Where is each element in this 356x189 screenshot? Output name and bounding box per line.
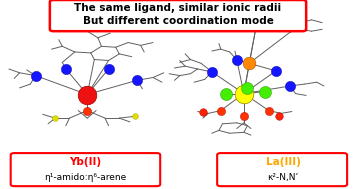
Point bbox=[234, 58, 240, 61]
Point bbox=[245, 86, 250, 89]
Point bbox=[223, 92, 229, 95]
FancyBboxPatch shape bbox=[50, 0, 306, 31]
FancyBboxPatch shape bbox=[217, 153, 347, 186]
Point bbox=[218, 109, 224, 112]
Text: η¹-amido:η⁶-arene: η¹-amido:η⁶-arene bbox=[44, 173, 127, 182]
Point bbox=[132, 115, 138, 118]
Text: Yb(II): Yb(II) bbox=[69, 157, 101, 167]
Point bbox=[287, 84, 293, 88]
Point bbox=[241, 115, 247, 118]
Point bbox=[253, 24, 259, 27]
Text: La(III): La(III) bbox=[266, 157, 300, 167]
Point bbox=[106, 67, 111, 70]
Point bbox=[241, 92, 247, 95]
Point bbox=[63, 67, 69, 70]
Point bbox=[52, 117, 58, 120]
Point bbox=[277, 115, 282, 118]
Point bbox=[266, 109, 272, 112]
Point bbox=[262, 90, 268, 93]
Point bbox=[273, 69, 279, 72]
Point bbox=[246, 62, 252, 65]
Text: The same ligand, similar ionic radii
But different coordination mode: The same ligand, similar ionic radii But… bbox=[74, 3, 282, 26]
FancyBboxPatch shape bbox=[11, 153, 160, 186]
Point bbox=[84, 109, 90, 112]
Point bbox=[134, 79, 140, 82]
Text: κ²-N,N’: κ²-N,N’ bbox=[267, 173, 299, 182]
Point bbox=[33, 74, 38, 77]
Point bbox=[84, 93, 90, 96]
Point bbox=[200, 111, 206, 114]
Point bbox=[209, 70, 215, 73]
